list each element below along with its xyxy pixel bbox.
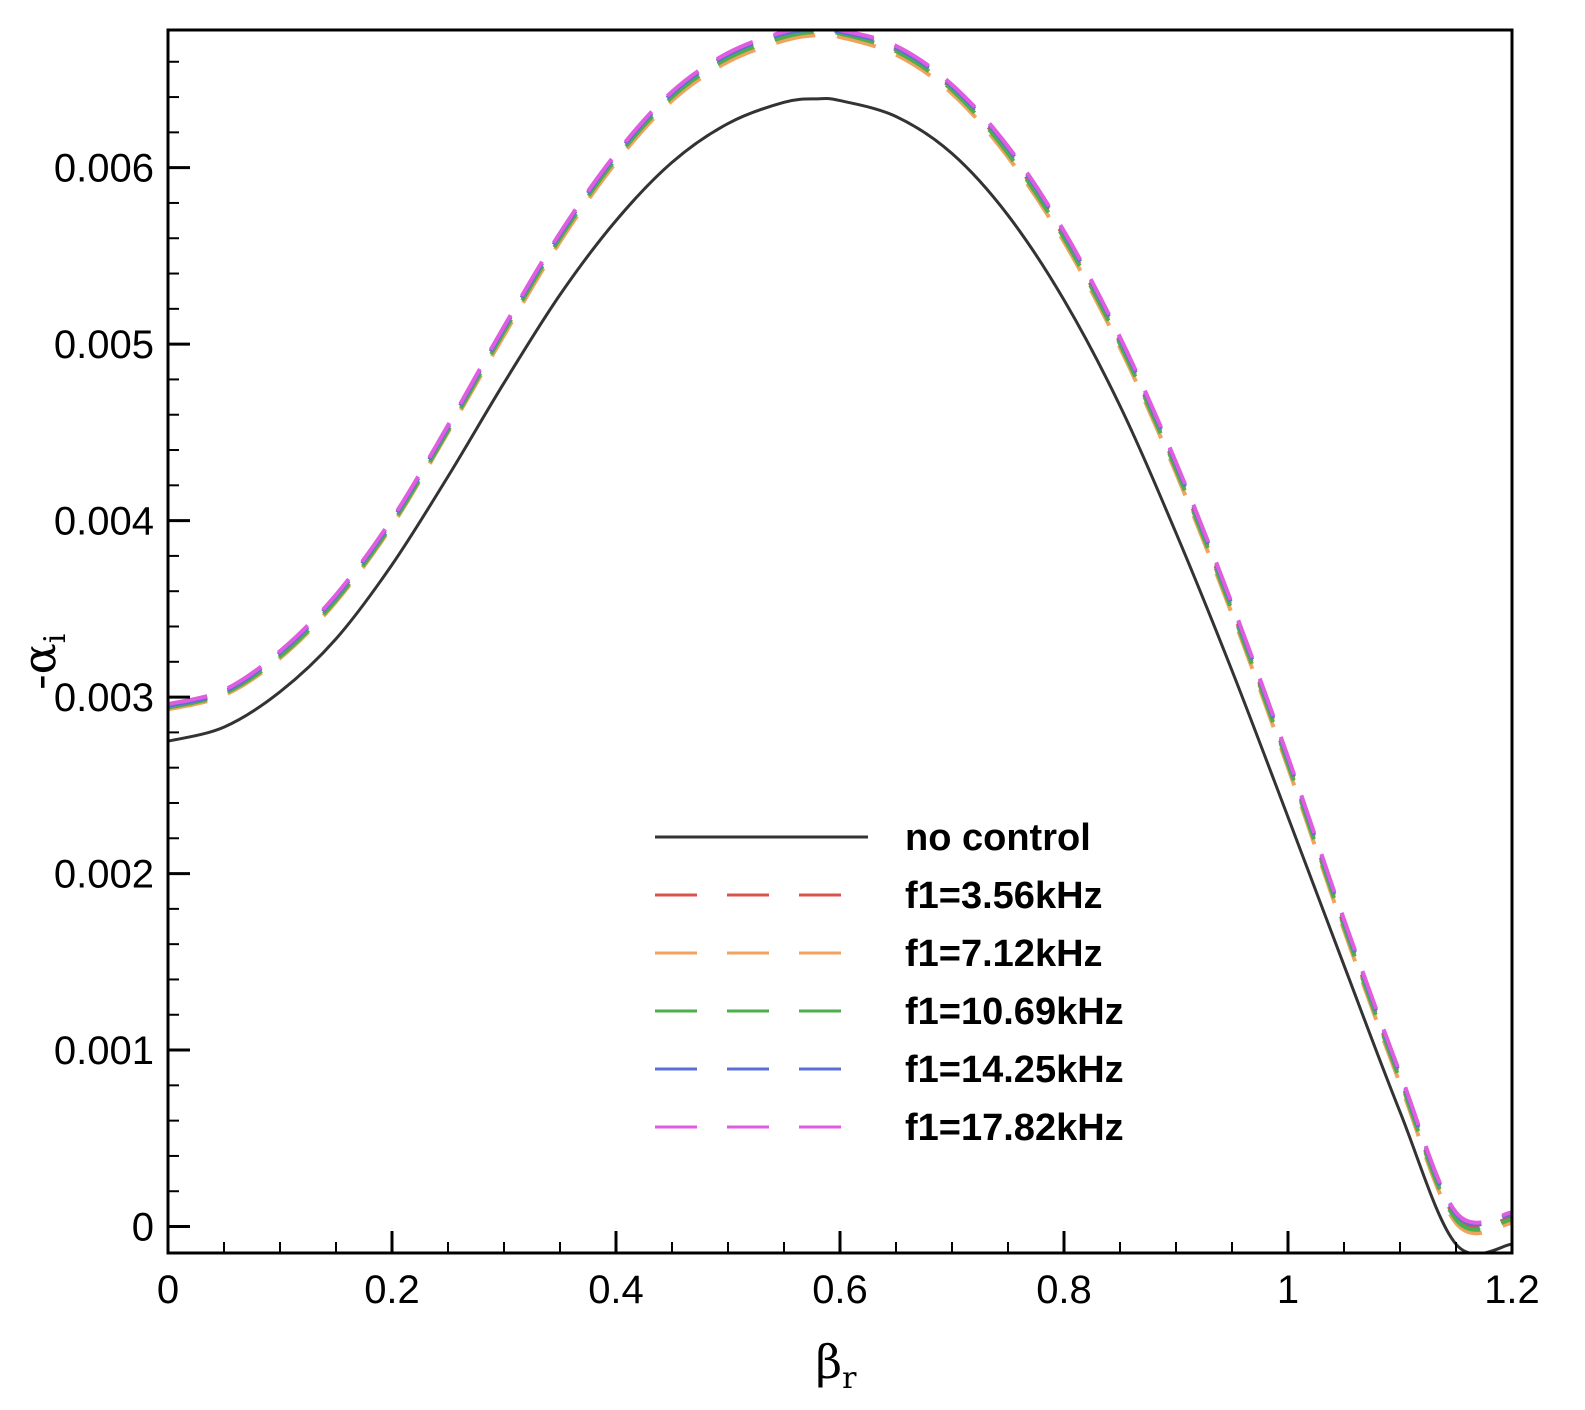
legend-label: f1=10.69kHz (905, 991, 1124, 1033)
y-tick-label: 0.004 (54, 500, 154, 544)
tick-labels-layer: 0 0.2 0.4 0.6 0.8 1 1.2 0 0.001 0.002 0.003 0.004 0.… (54, 147, 1540, 1312)
y-tick-label: 0.006 (54, 147, 154, 191)
x-tick-label: 1 (1277, 1268, 1299, 1312)
x-axis-label-subscript: r (842, 1361, 857, 1396)
y-axis-label-subscript: i (38, 634, 73, 644)
x-tick-label: 0.6 (812, 1268, 868, 1312)
legend-label: f1=17.82kHz (905, 1107, 1124, 1149)
y-axis-label: -αi (12, 634, 73, 690)
series-layer (168, 30, 1512, 1253)
y-tick-label: 0.005 (54, 323, 154, 367)
x-tick-label: 0.4 (588, 1268, 644, 1312)
x-tick-label: 0.8 (1036, 1268, 1092, 1312)
legend: no control f1=3.56kHz f1=7.12kHz f1=10.69kH… (655, 817, 1124, 1149)
ticks-layer (166, 60, 1514, 1253)
x-tick-label: 0 (157, 1268, 179, 1312)
x-axis-label-symbol: β (816, 1335, 843, 1389)
legend-label: no control (905, 817, 1091, 859)
legend-label: f1=7.12kHz (905, 933, 1103, 975)
legend-label: f1=14.25kHz (905, 1049, 1124, 1091)
x-tick-label: 1.2 (1484, 1268, 1540, 1312)
y-tick-label: 0.003 (54, 676, 154, 720)
x-tick-label: 0.2 (364, 1268, 420, 1312)
x-axis-label: βr (816, 1335, 858, 1396)
series-line-f1-17-82khz (168, 30, 1512, 1225)
y-tick-label: 0.002 (54, 853, 154, 897)
y-tick-label: 0.001 (54, 1029, 154, 1073)
y-tick-label: 0 (132, 1206, 154, 1250)
legend-label: f1=3.56kHz (905, 875, 1103, 917)
y-axis-label-symbol: -α (12, 643, 66, 690)
series-line-no-control (168, 96, 1512, 1253)
